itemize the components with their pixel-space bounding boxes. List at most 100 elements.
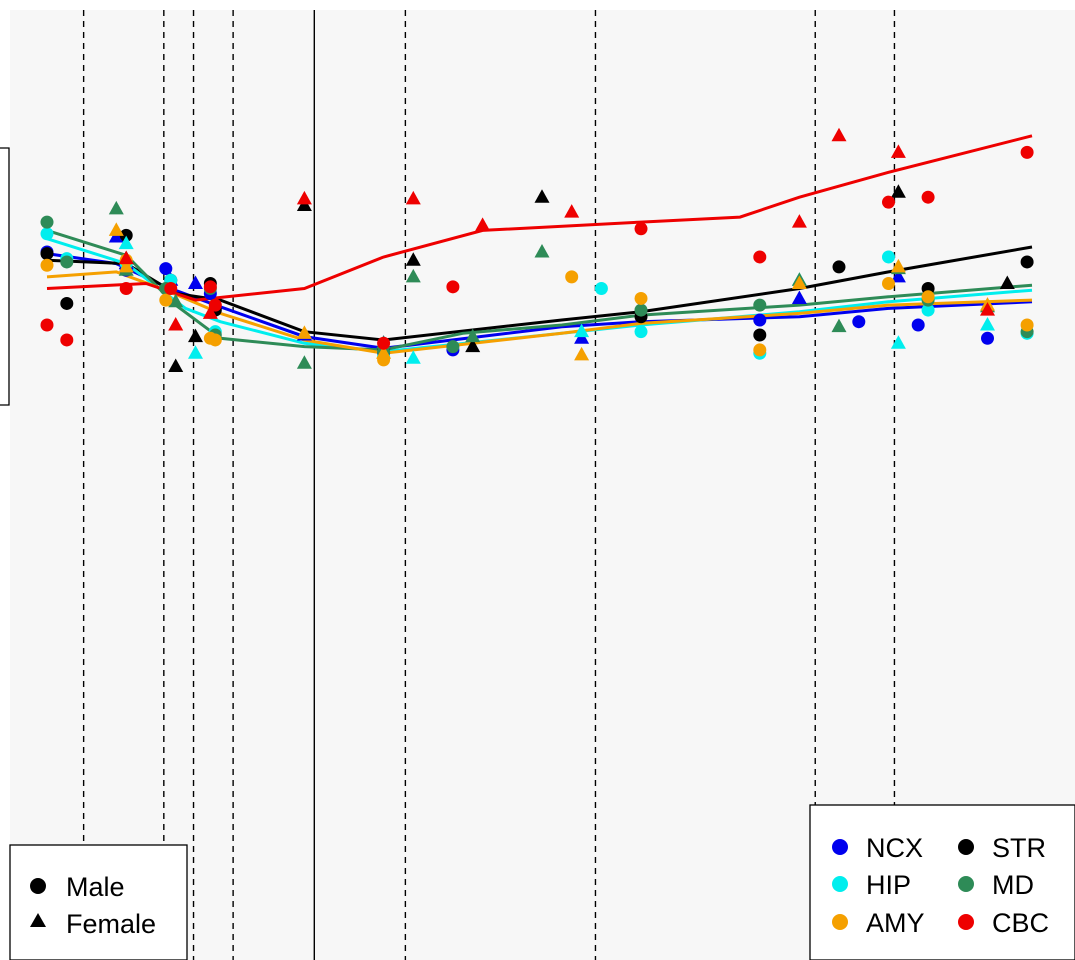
legend-amy-label: AMY xyxy=(866,908,925,938)
point-cbc-male-12 xyxy=(1020,145,1034,159)
point-amy-female-0 xyxy=(108,222,124,236)
point-md-male-7 xyxy=(634,303,648,317)
point-ncx-male-9 xyxy=(981,331,994,345)
point-md-female-0 xyxy=(108,200,124,215)
point-hip-male-7 xyxy=(634,325,648,339)
point-md-female-7 xyxy=(534,243,550,258)
legend-circle-icon xyxy=(30,878,46,894)
legend-hip-label: HIP xyxy=(866,870,911,900)
point-amy-male-7 xyxy=(634,291,648,305)
point-cbc-female-4 xyxy=(405,190,421,205)
point-ncx-male-7 xyxy=(852,315,866,329)
plot-background xyxy=(10,10,1075,960)
legend-str-label: STR xyxy=(992,833,1046,863)
point-md-male-6 xyxy=(446,340,460,354)
point-cbc-female-0 xyxy=(118,250,134,265)
point-cbc-male-1 xyxy=(60,333,74,347)
point-cbc-male-6 xyxy=(377,336,391,350)
point-md-male-0 xyxy=(40,215,54,229)
point-md-female-9 xyxy=(831,318,847,333)
legend-cbc-dot xyxy=(958,914,974,930)
point-hip-male-6 xyxy=(594,282,608,295)
legend-cbc-label: CBC xyxy=(992,908,1049,938)
point-amy-male-4 xyxy=(208,333,222,347)
point-cbc-female-7 xyxy=(791,214,807,228)
point-ncx-female-8 xyxy=(890,268,906,283)
legend-triangle-icon xyxy=(30,913,46,927)
legend-amy-dot xyxy=(832,914,848,930)
point-str-female-7 xyxy=(890,184,906,198)
point-md-female-6 xyxy=(465,328,481,343)
point-md-male-1 xyxy=(60,255,74,269)
point-str-female-8 xyxy=(999,275,1015,290)
point-amy-male-0 xyxy=(40,258,54,272)
point-cbc-male-8 xyxy=(634,222,648,236)
point-amy-male-9 xyxy=(882,277,895,291)
point-str-female-4 xyxy=(405,252,421,266)
point-hip-female-2 xyxy=(405,350,421,364)
legend-md-dot xyxy=(958,876,974,892)
point-hip-female-6 xyxy=(980,317,995,331)
legend-hip-dot xyxy=(832,876,848,892)
point-cbc-female-2 xyxy=(202,305,218,319)
point-str-male-0 xyxy=(40,247,54,261)
point-amy-female-3 xyxy=(376,345,392,359)
point-str-male-2 xyxy=(119,228,133,242)
point-cbc-male-3 xyxy=(164,282,178,295)
point-cbc-female-8 xyxy=(831,127,847,142)
point-str-male-8 xyxy=(753,328,767,342)
point-cbc-male-7 xyxy=(446,280,460,294)
point-hip-male-9 xyxy=(882,250,895,264)
point-str-female-1 xyxy=(168,358,184,373)
point-cbc-female-5 xyxy=(475,217,491,231)
point-hip-female-3 xyxy=(574,323,590,338)
point-amy-female-4 xyxy=(574,346,590,361)
data-points xyxy=(40,127,1034,373)
point-cbc-female-1 xyxy=(168,317,184,331)
color-legend-box xyxy=(809,804,1075,960)
point-amy-male-2 xyxy=(159,293,173,307)
point-cbc-male-2 xyxy=(119,282,133,295)
point-hip-male-0 xyxy=(40,227,54,241)
point-cbc-male-10 xyxy=(882,195,895,209)
point-amy-female-2 xyxy=(296,325,312,339)
point-amy-male-11 xyxy=(1020,318,1034,332)
left-box-fragment xyxy=(0,147,10,406)
point-cbc-male-9 xyxy=(753,250,767,264)
reference-lines xyxy=(82,10,896,960)
point-hip-female-0 xyxy=(118,235,134,250)
point-cbc-male-4 xyxy=(203,280,217,294)
point-md-female-3 xyxy=(296,355,312,369)
point-amy-male-6 xyxy=(565,270,579,284)
point-ncx-male-2 xyxy=(159,262,173,276)
color-legend: NCX STR HIP MD AMY CBC xyxy=(809,804,1075,960)
point-amy-male-8 xyxy=(753,343,767,357)
point-cbc-female-6 xyxy=(564,204,580,218)
point-str-male-9 xyxy=(832,260,846,274)
point-cbc-male-5 xyxy=(208,298,222,312)
point-cbc-female-3 xyxy=(296,190,312,205)
point-cbc-male-11 xyxy=(921,190,935,204)
point-amy-female-1 xyxy=(118,258,134,273)
point-md-female-2 xyxy=(168,293,184,308)
point-cbc-female-9 xyxy=(890,144,906,158)
point-cbc-female-10 xyxy=(980,302,995,316)
legend-female-label: Female xyxy=(66,909,156,939)
point-str-female-6 xyxy=(534,189,550,203)
point-str-male-1 xyxy=(60,296,74,310)
point-hip-female-1 xyxy=(188,345,203,359)
point-amy-female-5 xyxy=(791,275,807,290)
point-str-male-11 xyxy=(1020,255,1034,269)
point-hip-male-10 xyxy=(921,303,935,317)
point-ncx-male-6 xyxy=(753,313,767,327)
point-ncx-female-3 xyxy=(188,275,203,290)
legend-md-label: MD xyxy=(992,870,1034,900)
point-cbc-male-0 xyxy=(40,318,54,332)
point-str-female-2 xyxy=(188,328,203,343)
legend-male-label: Male xyxy=(66,872,125,902)
legend-str-dot xyxy=(958,839,974,855)
point-hip-female-5 xyxy=(890,335,906,349)
point-ncx-male-8 xyxy=(911,318,925,332)
legend-ncx-dot xyxy=(832,839,848,855)
